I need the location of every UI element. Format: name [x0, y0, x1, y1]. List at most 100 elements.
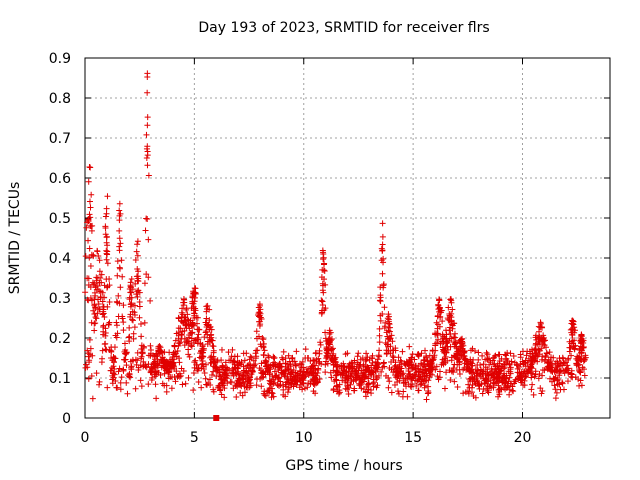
- data-point: [374, 374, 381, 381]
- data-point: [452, 339, 459, 346]
- data-point: [130, 335, 137, 342]
- data-point: [422, 377, 429, 384]
- data-point: [319, 301, 326, 308]
- data-point: [270, 380, 277, 387]
- data-point: [438, 361, 445, 368]
- data-point: [241, 389, 248, 396]
- data-point: [578, 349, 585, 356]
- data-point: [466, 384, 473, 391]
- data-point: [502, 351, 509, 358]
- data-point: [495, 375, 502, 382]
- data-point: [191, 289, 198, 296]
- data-point: [529, 358, 536, 365]
- data-point: [578, 332, 585, 339]
- x-tick-label: 15: [404, 430, 422, 446]
- data-point: [268, 389, 275, 396]
- data-point: [123, 379, 130, 386]
- data-point: [376, 339, 383, 346]
- data-point: [429, 357, 436, 364]
- data-point: [384, 336, 391, 343]
- data-point: [218, 346, 225, 353]
- data-point: [109, 376, 116, 383]
- data-point: [490, 379, 497, 386]
- data-point: [182, 380, 189, 387]
- data-point: [253, 382, 260, 389]
- data-point: [454, 384, 461, 391]
- data-point: [285, 386, 292, 393]
- data-point: [380, 281, 387, 288]
- data-point: [257, 306, 264, 313]
- data-point: [203, 315, 210, 322]
- data-point: [527, 364, 534, 371]
- data-point: [126, 370, 133, 377]
- data-point: [446, 310, 453, 317]
- data-point: [83, 361, 90, 368]
- data-point: [326, 341, 333, 348]
- data-point: [306, 370, 313, 377]
- data-point: [385, 384, 392, 391]
- data-point: [552, 395, 559, 402]
- data-point: [448, 314, 455, 321]
- data-point: [222, 359, 229, 366]
- data-point: [495, 393, 502, 400]
- data-point: [139, 350, 146, 357]
- data-point: [168, 360, 175, 367]
- data-point: [333, 377, 340, 384]
- data-point: [85, 297, 92, 304]
- data-point: [500, 384, 507, 391]
- data-point: [125, 334, 132, 341]
- data-point: [573, 362, 580, 369]
- data-point: [155, 345, 162, 352]
- data-point: [553, 367, 559, 374]
- data-point: [409, 351, 416, 358]
- data-point: [374, 359, 381, 366]
- data-point: [383, 350, 390, 357]
- data-point: [568, 340, 575, 347]
- data-point: [299, 358, 306, 365]
- data-point: [125, 372, 132, 379]
- data-point: [314, 370, 321, 377]
- data-point: [581, 372, 588, 379]
- data-point: [161, 382, 168, 389]
- data-point: [455, 348, 462, 355]
- data-point: [185, 351, 192, 358]
- data-point: [342, 379, 349, 386]
- data-point: [88, 372, 95, 379]
- data-point: [236, 380, 243, 387]
- data-point: [147, 369, 154, 376]
- data-point: [495, 366, 502, 373]
- data-point: [318, 297, 325, 304]
- data-point: [253, 347, 260, 354]
- data-point: [236, 360, 243, 367]
- data-point: [505, 383, 512, 390]
- data-point: [447, 377, 454, 384]
- data-point: [183, 339, 190, 346]
- data-point: [175, 325, 182, 332]
- data-point: [465, 364, 472, 371]
- data-point: [285, 352, 292, 359]
- data-point: [318, 309, 325, 316]
- data-point: [428, 360, 435, 367]
- data-point: [328, 346, 335, 353]
- data-point: [526, 348, 533, 355]
- data-point: [247, 353, 254, 360]
- data-point: [263, 363, 270, 370]
- data-point: [340, 360, 347, 367]
- data-point: [90, 307, 97, 314]
- data-point: [529, 370, 536, 377]
- data-point: [181, 314, 188, 321]
- data-point: [249, 368, 256, 375]
- data-point: [187, 317, 194, 324]
- data-point: [101, 341, 108, 348]
- data-point: [537, 324, 544, 331]
- data-point: [510, 353, 517, 360]
- data-point: [245, 377, 252, 384]
- data-point: [532, 342, 539, 349]
- data-point: [401, 360, 408, 367]
- data-point: [379, 241, 386, 248]
- data-point: [127, 303, 134, 310]
- data-point: [332, 358, 339, 365]
- data-point: [365, 375, 372, 382]
- data-point: [85, 281, 92, 288]
- data-point: [506, 360, 513, 367]
